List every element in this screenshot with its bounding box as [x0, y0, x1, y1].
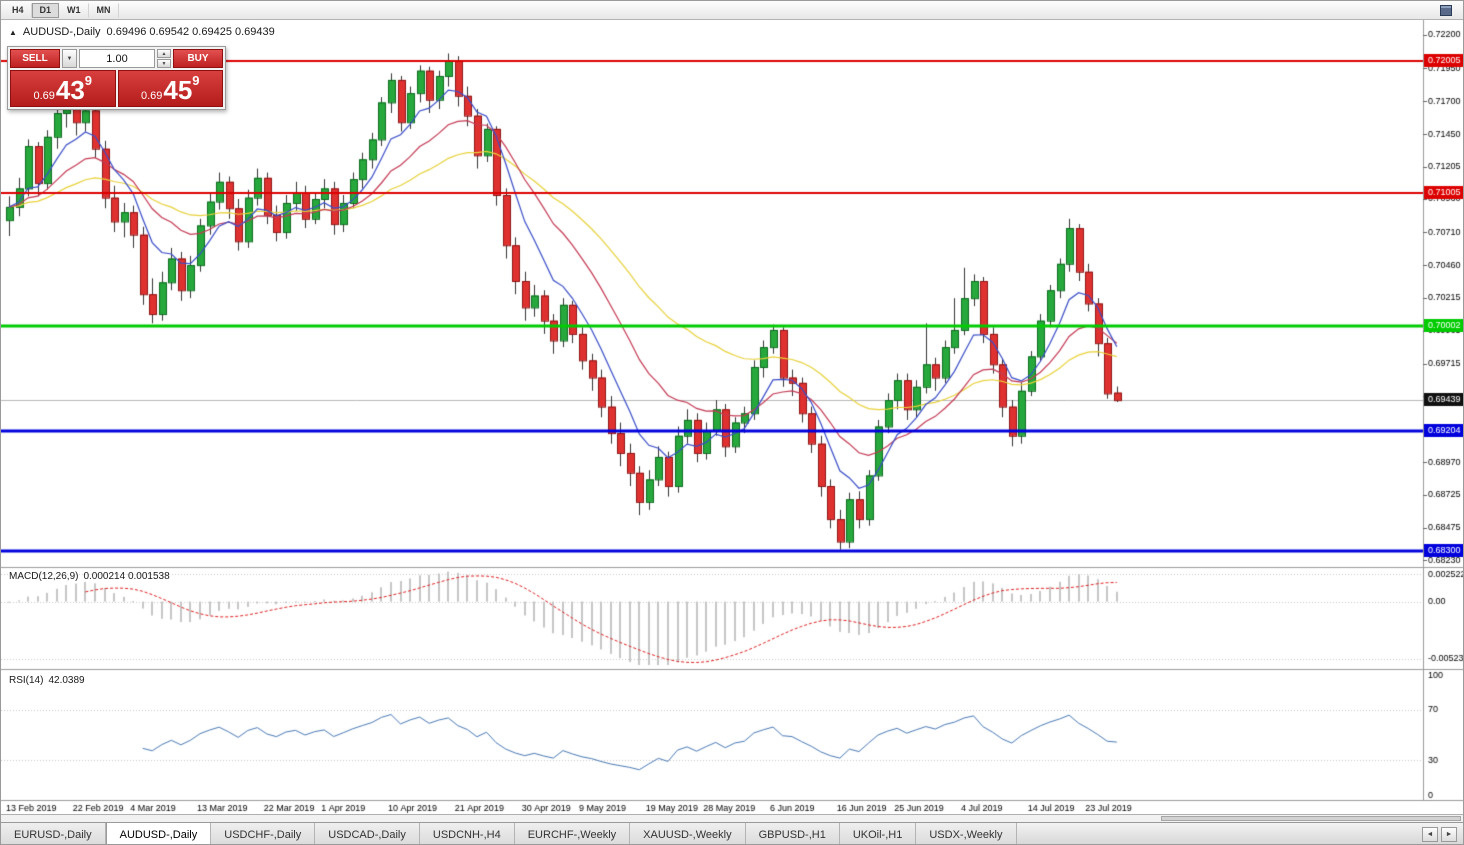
chart-canvas[interactable]	[1, 20, 1463, 814]
timeframe-mn-button[interactable]: MN	[89, 2, 119, 18]
timeframe-d1-button[interactable]: D1	[31, 2, 60, 18]
timeframe-toolbar: H4 D1 W1 MN	[1, 1, 1463, 20]
tab-xauusd[interactable]: XAUUSD-,Weekly	[630, 823, 746, 844]
tab-scroll-controls: ◄ ►	[1416, 823, 1463, 844]
bid-prefix: 0.69	[33, 90, 55, 102]
bid-price-box[interactable]: 0.69 43 9	[10, 70, 116, 107]
chart-title: ▲ AUDUSD-,Daily 0.69496 0.69542 0.69425 …	[9, 26, 275, 38]
macd-values: 0.000214 0.001538	[83, 571, 170, 582]
ask-pip-digit: 9	[192, 73, 200, 88]
scrollbar-thumb[interactable]	[1161, 816, 1461, 821]
ask-price-box[interactable]: 0.69 45 9	[117, 70, 223, 107]
restore-window-icon[interactable]	[1440, 4, 1452, 16]
tab-gbpusd[interactable]: GBPUSD-,H1	[745, 823, 840, 844]
volume-down-icon[interactable]: ▼	[157, 59, 171, 68]
horizontal-scrollbar[interactable]	[1, 814, 1463, 822]
volume-up-icon[interactable]: ▲	[157, 49, 171, 58]
volume-stepper: ▲ ▼	[157, 49, 171, 68]
chart-symbol-label: AUDUSD-,Daily	[22, 26, 101, 38]
one-click-trading-panel: SELL ▼ ▲ ▼ BUY 0.69 43 9 0.69 45 9	[7, 46, 226, 110]
volume-dropdown-icon[interactable]: ▼	[62, 49, 77, 68]
rsi-name: RSI(14)	[9, 675, 44, 686]
sell-button[interactable]: SELL	[10, 49, 60, 68]
toolbar-right-controls	[1440, 4, 1460, 16]
chart-tab-bar: EURUSD-,Daily AUDUSD-,Daily USDCHF-,Daily U…	[1, 822, 1463, 844]
tabs-scroll-right-icon[interactable]: ►	[1441, 827, 1457, 842]
tab-eurchf[interactable]: EURCHF-,Weekly	[514, 823, 631, 844]
tab-usdchf[interactable]: USDCHF-,Daily	[211, 823, 316, 844]
macd-label: MACD(12,26,9) 0.000214 0.001538	[9, 571, 175, 582]
rsi-values: 42.0389	[48, 675, 85, 686]
chart-tabs: EURUSD-,Daily AUDUSD-,Daily USDCHF-,Daily U…	[1, 823, 1017, 844]
ask-prefix: 0.69	[140, 90, 163, 102]
tabs-scroll-left-icon[interactable]: ◄	[1422, 827, 1438, 842]
tab-usdcad[interactable]: USDCAD-,Daily	[315, 823, 420, 844]
tab-ukoil[interactable]: UKOil-,H1	[839, 823, 917, 844]
bid-big-digits: 43	[55, 75, 85, 105]
tab-usdx[interactable]: USDX-,Weekly	[916, 823, 1017, 844]
timeframe-h4-button[interactable]: H4	[4, 2, 32, 18]
ask-big-digits: 45	[163, 75, 193, 105]
tab-eurusd[interactable]: EURUSD-,Daily	[1, 823, 106, 844]
tab-audusd[interactable]: AUDUSD-,Daily	[105, 823, 212, 844]
collapse-icon[interactable]: ▲	[9, 27, 17, 37]
chart-area: ▲ AUDUSD-,Daily 0.69496 0.69542 0.69425 …	[1, 20, 1463, 814]
buy-button[interactable]: BUY	[173, 49, 223, 68]
macd-name: MACD(12,26,9)	[9, 571, 79, 582]
bid-pip-digit: 9	[84, 73, 93, 88]
chart-ohlc-values: 0.69496 0.69542 0.69425 0.69439	[106, 26, 275, 38]
volume-input[interactable]	[79, 49, 155, 68]
tab-usdcnh[interactable]: USDCNH-,H4	[419, 823, 515, 844]
rsi-label: RSI(14) 42.0389	[9, 675, 90, 686]
timeframe-w1-button[interactable]: W1	[59, 2, 89, 18]
